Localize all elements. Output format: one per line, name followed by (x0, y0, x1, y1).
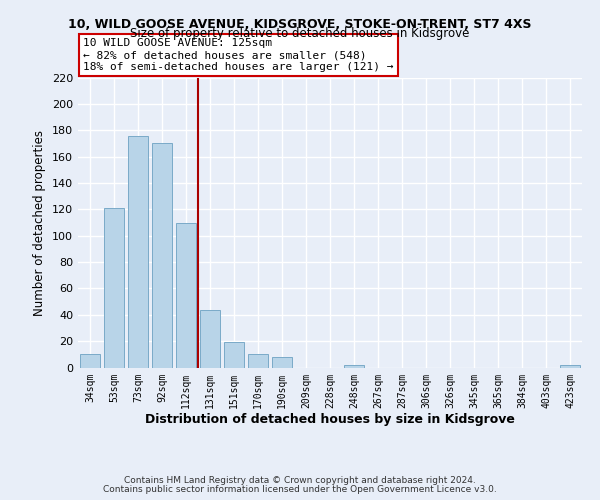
Text: Contains HM Land Registry data © Crown copyright and database right 2024.: Contains HM Land Registry data © Crown c… (124, 476, 476, 485)
Text: Contains public sector information licensed under the Open Government Licence v3: Contains public sector information licen… (103, 485, 497, 494)
Bar (152, 144, 172, 368)
Text: 10, WILD GOOSE AVENUE, KIDSGROVE, STOKE-ON-TRENT, ST7 4XS: 10, WILD GOOSE AVENUE, KIDSGROVE, STOKE-… (68, 18, 532, 30)
Bar (80, 354, 100, 368)
Bar (104, 208, 124, 368)
Bar (560, 365, 580, 368)
Bar (272, 357, 292, 368)
Text: Size of property relative to detached houses in Kidsgrove: Size of property relative to detached ho… (130, 28, 470, 40)
Text: 10 WILD GOOSE AVENUE: 125sqm
← 82% of detached houses are smaller (548)
18% of s: 10 WILD GOOSE AVENUE: 125sqm ← 82% of de… (83, 38, 394, 72)
Bar (248, 354, 268, 368)
Bar (176, 222, 196, 368)
Y-axis label: Number of detached properties: Number of detached properties (34, 130, 46, 316)
Bar (344, 365, 364, 368)
Bar (224, 342, 244, 367)
Bar (128, 136, 148, 368)
Bar (200, 310, 220, 368)
X-axis label: Distribution of detached houses by size in Kidsgrove: Distribution of detached houses by size … (145, 413, 515, 426)
